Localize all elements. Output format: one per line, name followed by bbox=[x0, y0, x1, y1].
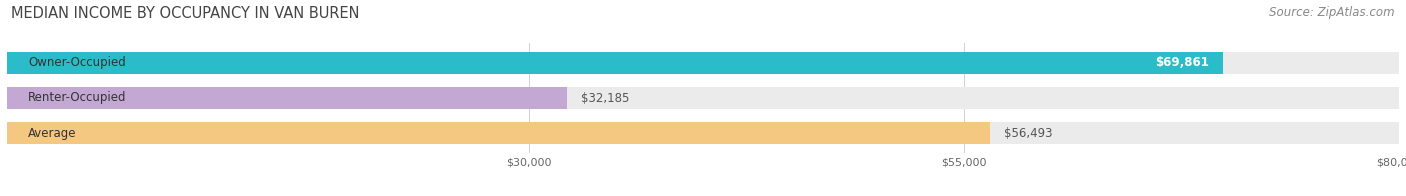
Text: Source: ZipAtlas.com: Source: ZipAtlas.com bbox=[1270, 6, 1395, 19]
Bar bbox=[7, 87, 1399, 109]
Text: $32,185: $32,185 bbox=[581, 92, 630, 104]
Text: Average: Average bbox=[28, 127, 76, 140]
Bar bbox=[7, 122, 1399, 144]
Text: $69,861: $69,861 bbox=[1154, 56, 1209, 69]
Text: MEDIAN INCOME BY OCCUPANCY IN VAN BUREN: MEDIAN INCOME BY OCCUPANCY IN VAN BUREN bbox=[11, 6, 360, 21]
Bar bbox=[7, 52, 1399, 74]
Text: Renter-Occupied: Renter-Occupied bbox=[28, 92, 127, 104]
Bar bbox=[7, 122, 990, 144]
Bar bbox=[7, 87, 567, 109]
Text: Owner-Occupied: Owner-Occupied bbox=[28, 56, 125, 69]
Bar bbox=[7, 52, 1223, 74]
Text: $56,493: $56,493 bbox=[1004, 127, 1052, 140]
